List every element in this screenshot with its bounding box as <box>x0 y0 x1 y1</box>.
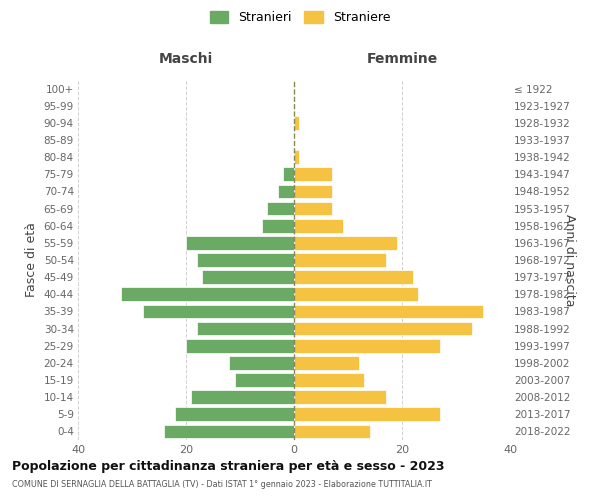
Bar <box>294 288 418 301</box>
Bar <box>294 373 364 387</box>
Bar <box>294 390 386 404</box>
Bar <box>294 150 299 164</box>
Bar <box>294 304 483 318</box>
Bar <box>262 219 294 232</box>
Bar <box>294 168 332 181</box>
Bar <box>186 236 294 250</box>
Text: COMUNE DI SERNAGLIA DELLA BATTAGLIA (TV) - Dati ISTAT 1° gennaio 2023 - Elaboraz: COMUNE DI SERNAGLIA DELLA BATTAGLIA (TV)… <box>12 480 432 489</box>
Bar <box>164 424 294 438</box>
Bar <box>191 390 294 404</box>
Bar <box>294 219 343 232</box>
Bar <box>294 356 359 370</box>
Bar <box>278 184 294 198</box>
Bar <box>294 424 370 438</box>
Text: Maschi: Maschi <box>159 52 213 66</box>
Bar <box>294 202 332 215</box>
Bar <box>121 288 294 301</box>
Y-axis label: Fasce di età: Fasce di età <box>25 222 38 298</box>
Bar <box>283 168 294 181</box>
Bar <box>294 322 472 336</box>
Bar <box>197 253 294 267</box>
Bar <box>294 270 413 284</box>
Bar <box>267 202 294 215</box>
Bar <box>294 116 299 130</box>
Bar <box>294 184 332 198</box>
Bar <box>186 339 294 352</box>
Bar <box>229 356 294 370</box>
Text: Femmine: Femmine <box>367 52 437 66</box>
Legend: Stranieri, Straniere: Stranieri, Straniere <box>205 6 395 29</box>
Bar <box>202 270 294 284</box>
Bar <box>294 253 386 267</box>
Bar <box>294 236 397 250</box>
Y-axis label: Anni di nascita: Anni di nascita <box>563 214 577 306</box>
Text: Popolazione per cittadinanza straniera per età e sesso - 2023: Popolazione per cittadinanza straniera p… <box>12 460 445 473</box>
Bar <box>175 408 294 421</box>
Bar <box>294 408 440 421</box>
Bar <box>197 322 294 336</box>
Bar <box>235 373 294 387</box>
Bar <box>143 304 294 318</box>
Bar <box>294 339 440 352</box>
